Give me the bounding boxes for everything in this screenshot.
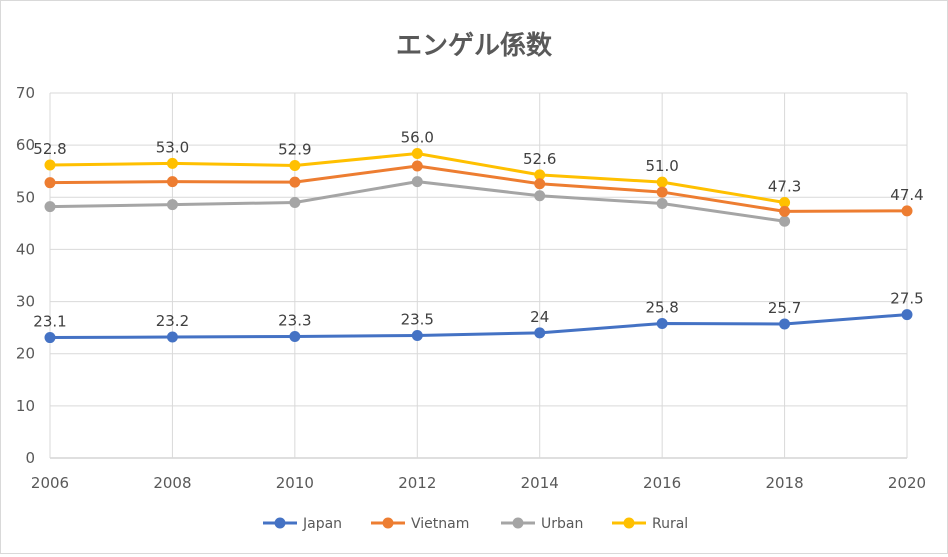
y-tick-label: 10 — [16, 397, 35, 415]
legend-item-vietnam: Vietnam — [371, 516, 469, 532]
legend-swatch-marker — [274, 517, 286, 529]
y-tick-label: 70 — [16, 84, 35, 102]
data-label-japan: 23.5 — [401, 310, 434, 328]
legend-label: Vietnam — [411, 516, 469, 532]
x-tick-label: 2012 — [398, 474, 436, 492]
chart-title: エンゲル係数 — [396, 31, 553, 61]
y-tick-label: 30 — [16, 293, 35, 311]
data-point-urban — [534, 190, 546, 202]
x-tick-label: 2014 — [521, 474, 559, 492]
data-point-rural — [779, 197, 791, 208]
data-point-vietnam — [901, 205, 913, 217]
y-tick-label: 0 — [25, 449, 35, 467]
legend-label: Rural — [652, 516, 688, 532]
x-tick-label: 2020 — [888, 474, 926, 492]
data-point-rural — [289, 159, 301, 171]
data-point-vietnam — [44, 177, 56, 189]
x-tick-label: 2018 — [765, 474, 803, 492]
data-point-vietnam — [289, 176, 301, 188]
data-label-vietnam: 52.8 — [33, 140, 66, 158]
y-tick-label: 60 — [16, 136, 35, 154]
data-label-japan: 23.1 — [33, 313, 66, 331]
data-point-urban — [656, 198, 668, 210]
x-tick-label: 2010 — [276, 474, 314, 492]
legend-item-rural: Rural — [612, 516, 688, 532]
data-point-rural — [166, 157, 178, 169]
data-point-rural — [534, 169, 546, 181]
legend-label: Japan — [302, 516, 342, 532]
data-label-vietnam: 52.6 — [523, 150, 556, 168]
data-label-vietnam: 51.0 — [645, 157, 678, 175]
data-label-vietnam: 47.4 — [890, 186, 923, 204]
y-tick-label: 50 — [16, 188, 35, 206]
data-point-japan — [44, 332, 56, 344]
x-axis-ticks: 2006 2008 2010 2012 2014 2016 2018 2020 — [31, 474, 926, 492]
data-point-urban — [779, 215, 791, 227]
data-point-urban — [44, 201, 56, 213]
legend-item-urban: Urban — [501, 516, 583, 532]
data-point-japan — [779, 318, 791, 330]
data-point-urban — [289, 197, 301, 208]
x-tick-label: 2008 — [153, 474, 191, 492]
series-line-vietnam — [48, 164, 909, 213]
data-point-vietnam — [166, 176, 178, 188]
data-point-japan — [411, 329, 423, 341]
data-label-japan: 25.7 — [768, 299, 801, 317]
data-label-japan: 25.8 — [645, 298, 678, 316]
data-point-japan — [656, 317, 668, 329]
legend: Japan Vietnam Urban Rural — [263, 516, 688, 532]
data-label-vietnam: 53.0 — [156, 138, 189, 156]
data-point-urban — [411, 176, 423, 188]
data-point-rural — [656, 176, 668, 188]
y-tick-label: 20 — [16, 345, 35, 363]
legend-label: Urban — [541, 516, 583, 532]
data-point-vietnam — [779, 205, 791, 217]
x-tick-label: 2016 — [643, 474, 681, 492]
data-label-japan: 23.3 — [278, 312, 311, 330]
legend-swatch-marker — [623, 517, 635, 529]
x-tick-label: 2006 — [31, 474, 69, 492]
legend-item-japan: Japan — [263, 516, 342, 532]
data-label-vietnam: 47.3 — [768, 178, 801, 196]
data-point-vietnam — [656, 186, 668, 198]
data-label-japan: 27.5 — [890, 290, 923, 308]
y-axis-ticks: 0 10 20 30 40 50 60 70 — [16, 84, 35, 467]
data-point-japan — [289, 331, 301, 343]
y-tick-label: 40 — [16, 240, 35, 258]
data-label-vietnam: 52.9 — [278, 140, 311, 158]
data-point-japan — [166, 331, 178, 343]
data-label-japan: 23.2 — [156, 312, 189, 330]
legend-swatch-marker — [512, 517, 524, 529]
data-point-rural — [44, 159, 56, 171]
data-point-rural — [411, 147, 423, 159]
series-lines — [44, 147, 913, 344]
data-point-urban — [166, 199, 178, 211]
data-labels: 23.1 23.2 23.3 23.5 24 25.8 25.7 27.5 52.8 53.0 52… — [33, 128, 923, 330]
legend-swatch-marker — [382, 517, 394, 529]
series-line-japan — [48, 313, 909, 340]
data-point-japan — [901, 309, 913, 321]
data-label-vietnam: 56.0 — [401, 128, 434, 146]
data-point-japan — [534, 327, 546, 339]
data-label-japan: 24 — [530, 308, 549, 326]
data-point-vietnam — [411, 160, 423, 172]
data-point-vietnam — [534, 178, 546, 190]
